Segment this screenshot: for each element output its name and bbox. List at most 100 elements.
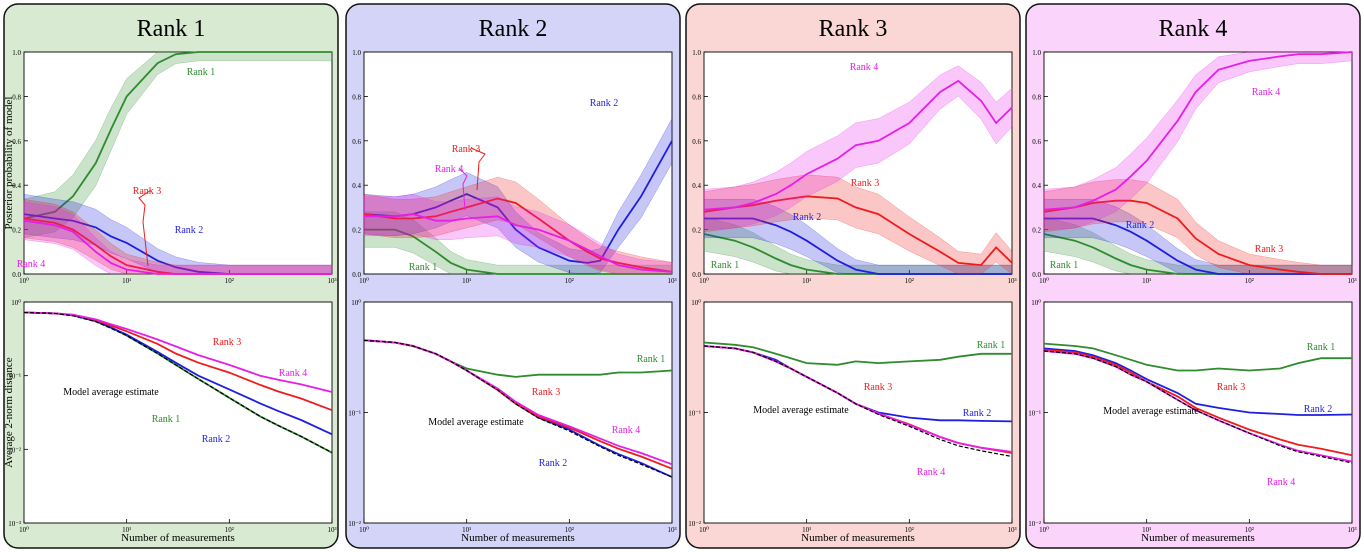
series-line-rank-4 — [23, 311, 333, 393]
annotation-label: Rank 4 — [1252, 87, 1281, 98]
top-subplot-1: 0.0 0.2 0.4 0.6 0.8 1.0 10⁰ 10¹ 10² 10³ Rank 1 Rank… — [3, 49, 337, 285]
y-tick-label: 0.4 — [1032, 182, 1041, 190]
x-tick-label: 10⁰ — [1039, 277, 1049, 285]
x-tick-label: 10³ — [667, 526, 676, 534]
x-tick-label: 10³ — [1347, 277, 1356, 285]
series-line-rank-3 — [1043, 348, 1353, 457]
x-tick-label: 10⁰ — [1039, 526, 1049, 534]
top-subplot-3: 0.0 0.2 0.4 0.6 0.8 1.0 10⁰ 10¹ 10² 10³ Rank 4 Rank… — [692, 49, 1016, 285]
x-tick-label: 10³ — [1007, 526, 1016, 534]
series-line-rank-4 — [703, 79, 1013, 211]
x-tick-label: 10¹ — [1142, 277, 1151, 285]
annotation-label: Model average estimate — [1103, 406, 1199, 417]
y-tick-label: 0.0 — [1032, 271, 1041, 279]
series-line-model-average-estimate — [363, 339, 673, 478]
x-tick-label: 10³ — [667, 277, 676, 285]
y-tick-label: 10⁻¹ — [688, 410, 701, 418]
y-tick-label: 0.2 — [1032, 227, 1041, 235]
x-tick-label: 10¹ — [122, 526, 131, 534]
series-line-rank-4 — [23, 219, 332, 275]
band-rank-2 — [363, 118, 673, 275]
annotation-label: Rank 3 — [133, 186, 162, 197]
y-tick-label: 0.8 — [12, 93, 21, 101]
x-axis-label: Number of measurements — [801, 532, 915, 544]
y-tick-label: 0.8 — [352, 93, 361, 101]
panel-1: Rank 1 0.0 0.2 0.4 0.6 0.8 1.0 10⁰ 10¹ 10² 10³ Rank… — [3, 3, 339, 549]
x-tick-label: 10² — [565, 277, 574, 285]
y-tick-label: 0.8 — [1032, 93, 1041, 101]
series-line-rank-2 — [1044, 217, 1352, 275]
panel-title: Rank 4 — [1159, 16, 1228, 42]
x-tick-label: 10¹ — [462, 277, 471, 285]
x-axis-label: Number of measurements — [1141, 532, 1255, 544]
series-line-rank-4 — [1043, 51, 1353, 211]
x-tick-label: 10³ — [327, 526, 336, 534]
panel-title: Rank 1 — [137, 16, 206, 42]
plot-area — [703, 301, 1013, 524]
x-axis-label: Number of measurements — [121, 532, 235, 544]
plot-area — [703, 51, 1013, 275]
x-tick-label: 10³ — [327, 277, 336, 285]
annotation-label: Model average estimate — [63, 387, 159, 398]
annotation-label: Rank 3 — [1217, 382, 1246, 393]
x-tick-label: 10³ — [1007, 277, 1016, 285]
y-tick-label: 0.0 — [12, 271, 21, 279]
annotation-label: Rank 3 — [213, 337, 242, 348]
y-tick-label: 10⁻² — [1028, 520, 1041, 528]
x-tick-label: 10¹ — [462, 526, 471, 534]
annotation-label: Rank 1 — [637, 354, 666, 365]
y-tick-label: 0.0 — [692, 271, 701, 279]
x-tick-label: 10¹ — [802, 277, 811, 285]
series-line-rank-1 — [364, 228, 672, 275]
annotation-label: Rank 3 — [851, 178, 880, 189]
plot-area — [23, 51, 333, 275]
annotation-arrow — [458, 167, 468, 211]
series-line-rank-4 — [703, 345, 1013, 453]
y-axis-label: Posterior probability of model — [3, 97, 15, 230]
y-tick-label: 0.4 — [12, 182, 21, 190]
x-tick-label: 10⁰ — [359, 526, 369, 534]
annotation-label: Rank 2 — [793, 212, 822, 223]
annotation-label: Rank 3 — [452, 144, 481, 155]
panel-title: Rank 3 — [819, 16, 888, 42]
annotation-label: Rank 4 — [1267, 477, 1296, 488]
panel-2: Rank 2 0.0 0.2 0.4 0.6 0.8 1.0 10⁰ 10¹ 10² 10³ Rank… — [345, 3, 681, 549]
x-tick-label: 10² — [1245, 526, 1254, 534]
annotation-label: Rank 1 — [187, 67, 216, 78]
y-tick-label: 0.6 — [12, 138, 21, 146]
series-line-rank-4 — [364, 213, 673, 273]
series-line-rank-3 — [703, 195, 1013, 267]
annotation-label: Rank 4 — [612, 425, 641, 436]
annotation-label: Rank 1 — [152, 414, 181, 425]
x-tick-label: 10² — [905, 277, 914, 285]
y-tick-label: 10⁰ — [11, 299, 21, 307]
x-tick-label: 10⁰ — [19, 277, 29, 285]
y-tick-label: 0.6 — [352, 138, 361, 146]
annotation-label: Rank 1 — [977, 340, 1006, 351]
annotation-label: Rank 4 — [917, 467, 946, 478]
series-line-rank-2 — [704, 217, 1012, 275]
y-tick-label: 0.4 — [352, 182, 361, 190]
annotation-arrow — [470, 147, 486, 191]
y-tick-label: 0.6 — [1032, 138, 1041, 146]
annotation-label: Rank 2 — [590, 98, 619, 109]
series-line-rank-1 — [1043, 342, 1352, 372]
series-line-rank-2 — [363, 140, 673, 264]
annotation-label: Rank 3 — [1255, 244, 1284, 255]
y-tick-label: 10⁻² — [348, 520, 361, 528]
y-tick-label: 1.0 — [12, 49, 21, 57]
annotation-label: Rank 2 — [1126, 220, 1155, 231]
x-tick-label: 10² — [905, 526, 914, 534]
panel-4: Rank 4 0.0 0.2 0.4 0.6 0.8 1.0 10⁰ 10¹ 10² 10³ Rank… — [1025, 3, 1361, 549]
annotation-arrow — [138, 189, 152, 267]
x-axis-label: Number of measurements — [461, 532, 575, 544]
annotation-label: Rank 2 — [202, 434, 231, 445]
y-tick-label: 0.2 — [12, 227, 21, 235]
y-tick-label: 10⁰ — [1031, 299, 1041, 307]
series-line-model-average-estimate — [1043, 350, 1353, 464]
y-tick-label: 0.8 — [692, 93, 701, 101]
annotation-label: Rank 4 — [279, 368, 308, 379]
